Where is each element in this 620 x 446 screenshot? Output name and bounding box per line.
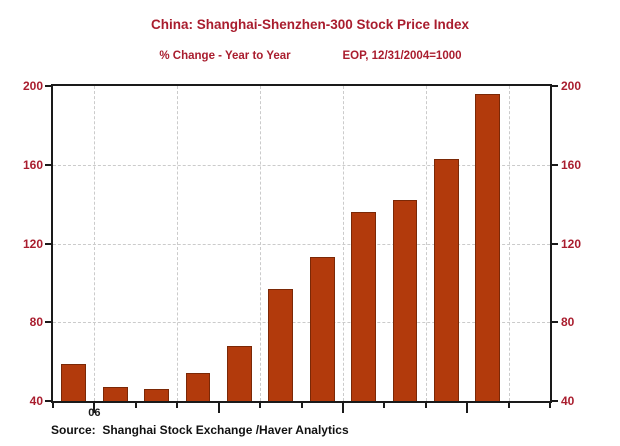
x-tick-6: [300, 403, 303, 408]
y-gridline-160: [53, 164, 550, 166]
chart-title: China: Shanghai-Shenzhen-300 Stock Price…: [150, 17, 470, 32]
y-tick-left-40: [45, 400, 51, 402]
x-tick-11: [507, 403, 510, 408]
bar-11: [475, 93, 501, 401]
y-axis-label-left-40: 40: [29, 394, 43, 408]
x-tick-12: [549, 403, 551, 408]
x-tick-long-7: [341, 403, 344, 413]
y-tick-left-200: [45, 85, 51, 87]
bar-7: [309, 257, 335, 401]
bar-1: [61, 363, 87, 401]
x-tick-2: [134, 403, 137, 408]
chart-subtitle-index-base-note: EOP, 12/31/2004=1000: [342, 50, 462, 62]
plot-area: [53, 86, 550, 401]
y-tick-right-40: [552, 400, 558, 402]
y-axis-label-right-40: 40: [561, 394, 575, 408]
y-axis-label-right-160: 160: [561, 157, 582, 172]
x-gridline-5: [260, 86, 262, 401]
x-axis-year-label: 06: [88, 407, 101, 419]
y-tick-right-200: [552, 85, 558, 87]
plot-frame: [51, 84, 552, 403]
y-axis-label-left-80: 80: [29, 315, 43, 330]
y-axis-label-right-200: 200: [561, 79, 582, 93]
y-axis-label-left-160: 160: [22, 157, 43, 172]
x-tick-long-10: [466, 403, 469, 413]
x-gridline-11: [508, 86, 510, 401]
source-note: Source: Shanghai Stock Exchange /Haver A…: [51, 423, 349, 437]
x-tick-3: [176, 403, 179, 408]
y-gridline-120: [53, 243, 550, 245]
y-tick-left-80: [45, 321, 51, 324]
chart-subtitle-measure: % Change - Year to Year: [159, 50, 291, 62]
y-axis-label-right-120: 120: [561, 236, 582, 251]
x-tick-8: [383, 403, 386, 408]
x-gridline-7: [342, 86, 344, 401]
y-gridline-80: [53, 322, 550, 324]
y-tick-right-80: [552, 321, 558, 324]
x-tick-9: [424, 403, 427, 408]
y-axis-label-right-80: 80: [561, 315, 575, 330]
bar-8: [351, 212, 377, 401]
y-axis-label-left-120: 120: [22, 236, 43, 251]
x-tick-long-4: [217, 403, 220, 413]
y-tick-left-120: [45, 242, 51, 245]
bar-2: [102, 387, 128, 401]
bar-4: [185, 373, 211, 401]
x-gridline-1: [94, 86, 96, 401]
bar-3: [144, 389, 169, 401]
x-gridline-3: [177, 86, 179, 401]
y-tick-right-120: [552, 242, 558, 245]
x-gridline-9: [425, 86, 427, 401]
y-axis-label-left-200: 200: [22, 79, 43, 93]
y-tick-left-160: [45, 163, 51, 166]
x-tick-5: [259, 403, 262, 408]
x-tick-long-1: [93, 403, 96, 413]
bar-9: [392, 200, 418, 401]
bar-6: [268, 288, 294, 401]
x-tick-0: [52, 403, 54, 408]
bar-10: [434, 158, 459, 401]
bar-5: [226, 345, 252, 401]
y-tick-right-160: [552, 163, 558, 166]
